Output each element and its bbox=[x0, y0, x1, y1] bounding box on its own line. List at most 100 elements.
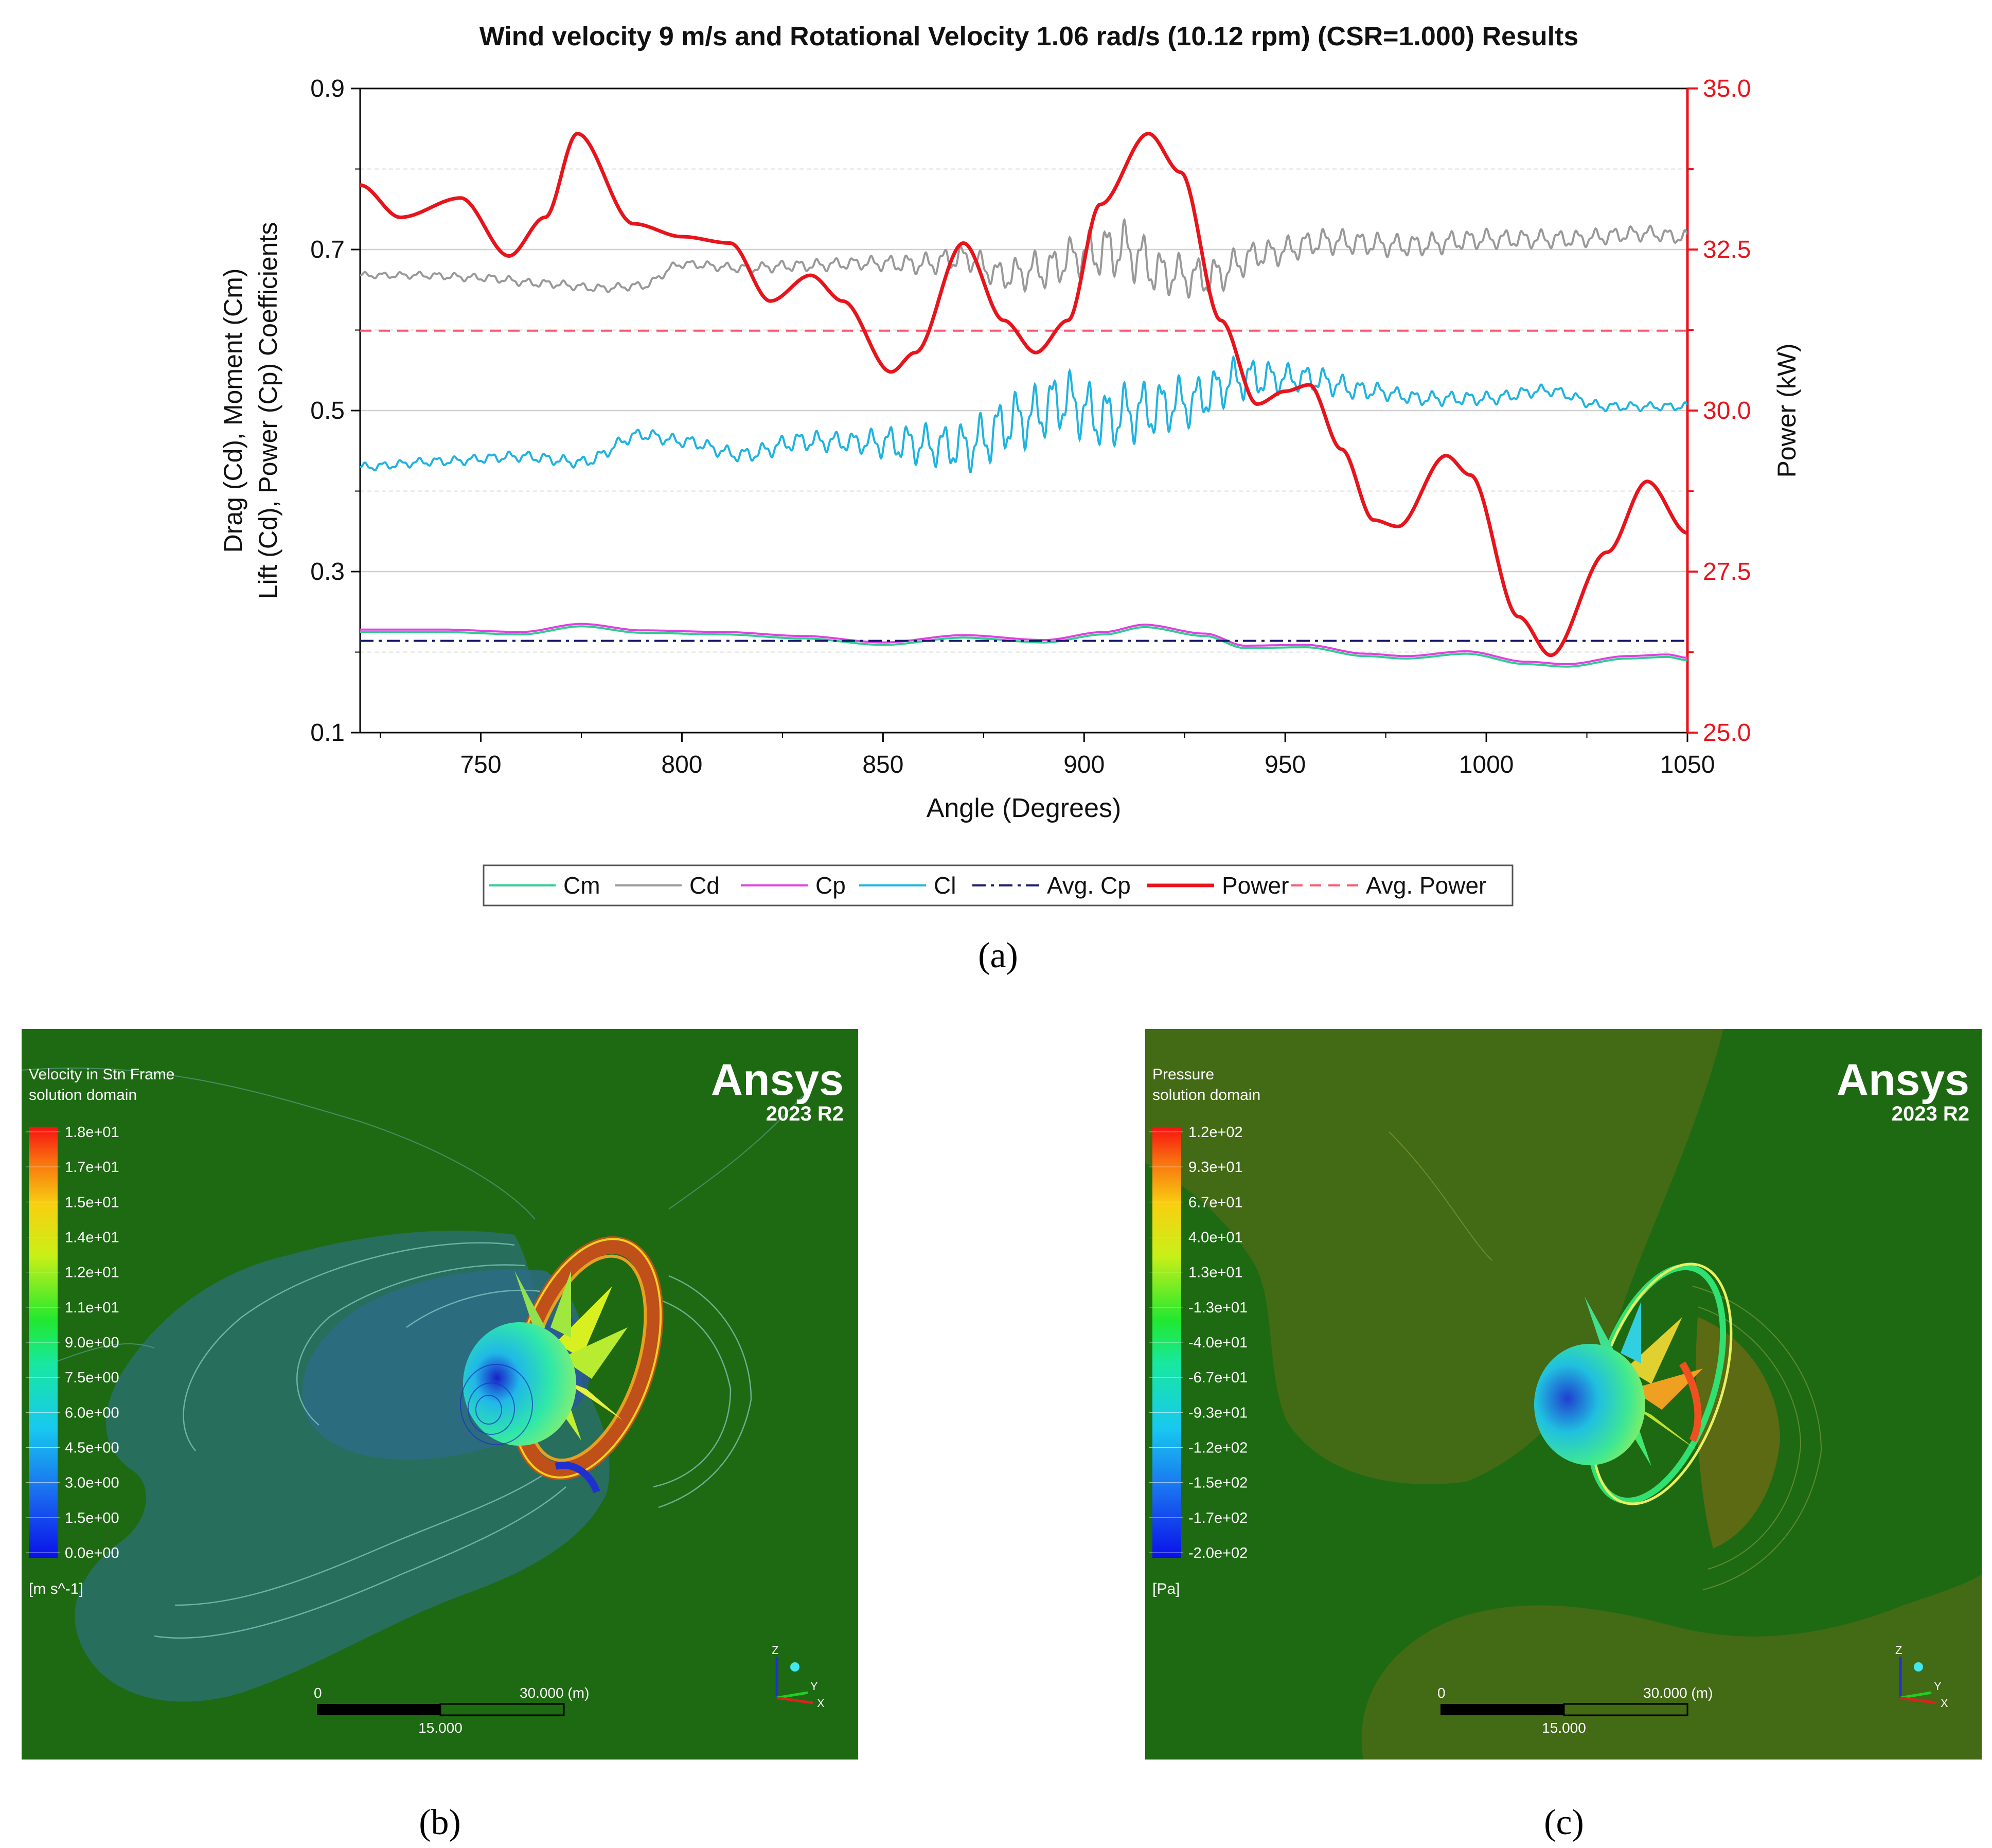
x-tick-label: 900 bbox=[1063, 751, 1105, 778]
colorbar-label: 1.4e+01 bbox=[65, 1230, 119, 1246]
colorbar-label: 1.8e+01 bbox=[65, 1124, 119, 1141]
panel-b-label: (b) bbox=[419, 1803, 461, 1842]
legend-label: Avg. Cp bbox=[1047, 872, 1131, 899]
pressure-axis-triad: Z Y X bbox=[1895, 1644, 1948, 1710]
colorbar-label: 6.7e+01 bbox=[1188, 1194, 1243, 1211]
y-tick-label: 0.3 bbox=[310, 558, 345, 585]
velocity-scale-mid: 15.000 bbox=[418, 1720, 463, 1736]
series-cd bbox=[360, 218, 1687, 299]
x-tick-label: 1000 bbox=[1459, 751, 1514, 778]
legend-label: Cd bbox=[689, 872, 720, 899]
colorbar-label: 0.0e+00 bbox=[65, 1545, 119, 1561]
pressure-scale-mid: 15.000 bbox=[1542, 1720, 1586, 1736]
svg-text:Y: Y bbox=[810, 1680, 818, 1693]
pressure-scale-bar bbox=[1440, 1704, 1564, 1715]
x-tick-label: 950 bbox=[1265, 751, 1306, 778]
series-group bbox=[360, 132, 1687, 668]
svg-text:Y: Y bbox=[1934, 1680, 1942, 1693]
colorbar-label: 7.5e+00 bbox=[65, 1370, 119, 1386]
velocity-hub bbox=[463, 1322, 576, 1446]
colorbar-label: -9.3e+01 bbox=[1188, 1405, 1248, 1421]
colorbar-label: -6.7e+01 bbox=[1188, 1370, 1248, 1386]
pressure-brand: Ansys bbox=[1837, 1055, 1969, 1105]
legend-box bbox=[483, 864, 1514, 907]
pressure-unit: [Pa] bbox=[1152, 1580, 1180, 1597]
velocity-axis-triad: Z Y X bbox=[772, 1644, 825, 1710]
y2-tick-label: 32.5 bbox=[1703, 236, 1751, 263]
colorbar-label: 4.0e+01 bbox=[1188, 1230, 1243, 1246]
colorbar-label: 1.2e+02 bbox=[1188, 1124, 1243, 1141]
gridlines bbox=[360, 168, 1687, 653]
svg-text:X: X bbox=[1941, 1697, 1948, 1710]
pressure-blades bbox=[1585, 1296, 1703, 1466]
pressure-contour-plot: Ansys 2023 R2 Pressure solution domain 1… bbox=[1145, 1029, 1982, 1760]
legend-label: Cl bbox=[934, 872, 956, 899]
y2-tick-label: 30.0 bbox=[1703, 397, 1751, 424]
colorbar-label: 9.3e+01 bbox=[1188, 1159, 1243, 1176]
legend-label: Cm bbox=[563, 872, 600, 899]
velocity-scale-start: 0 bbox=[314, 1685, 322, 1701]
velocity-unit: [m s^-1] bbox=[29, 1580, 83, 1597]
velocity-contour-plot: Ansys 2023 R2 Velocity in Stn Frame solu… bbox=[21, 1029, 858, 1760]
y-axis-label-line2: Lift (Cd), Power (Cp) Coefficients bbox=[254, 222, 282, 599]
velocity-scale-bar bbox=[317, 1704, 440, 1715]
x-axis-label: Angle (Degrees) bbox=[927, 793, 1122, 823]
colorbar-label: 1.1e+01 bbox=[65, 1300, 119, 1316]
svg-text:Z: Z bbox=[772, 1644, 778, 1657]
colorbar-label: 9.0e+00 bbox=[65, 1335, 119, 1351]
colorbar-label: -1.2e+02 bbox=[1188, 1440, 1248, 1456]
pressure-header: Pressure bbox=[1152, 1066, 1214, 1083]
panel-c-label: (c) bbox=[1544, 1803, 1584, 1842]
colorbar-label: 1.5e+00 bbox=[65, 1510, 119, 1526]
velocity-legend-values: 1.8e+01 1.7e+01 1.5e+01 1.4e+01 1.2e+01 1.1e+… bbox=[26, 1124, 119, 1561]
svg-text:Z: Z bbox=[1895, 1644, 1902, 1657]
pressure-version: 2023 R2 bbox=[1892, 1103, 1969, 1125]
velocity-blades bbox=[514, 1271, 628, 1441]
y2-tick-label: 27.5 bbox=[1703, 558, 1751, 585]
series-cm bbox=[360, 625, 1687, 668]
legend-label: Avg. Power bbox=[1366, 872, 1486, 899]
pressure-scale-end: 30.000 (m) bbox=[1643, 1685, 1713, 1701]
y2-tick-label: 35.0 bbox=[1703, 75, 1751, 102]
y-tick-label: 0.9 bbox=[310, 75, 345, 102]
x-tick-label: 1050 bbox=[1660, 751, 1715, 778]
y2-tick-label: 25.0 bbox=[1703, 719, 1751, 747]
colorbar-label: 4.5e+00 bbox=[65, 1440, 119, 1456]
axis-ticks: 750 800 850 900 950 1000 1050 0.1 0.3 0.5 0.7 0.9 25… bbox=[310, 75, 1751, 778]
colorbar-label: -1.5e+02 bbox=[1188, 1475, 1248, 1491]
series-cl bbox=[360, 355, 1687, 473]
svg-text:X: X bbox=[817, 1697, 825, 1710]
y-axis-label-line1: Drag (Cd), Moment (Cm) bbox=[219, 269, 247, 553]
x-tick-label: 750 bbox=[460, 751, 501, 778]
velocity-scale-end: 30.000 (m) bbox=[520, 1685, 589, 1701]
colorbar-label: -4.0e+01 bbox=[1188, 1335, 1248, 1351]
y-tick-label: 0.7 bbox=[310, 236, 345, 263]
velocity-version: 2023 R2 bbox=[766, 1103, 844, 1125]
velocity-header: Velocity in Stn Frame bbox=[29, 1066, 174, 1083]
x-tick-label: 850 bbox=[862, 751, 903, 778]
colorbar-label: -2.0e+02 bbox=[1188, 1545, 1248, 1561]
colorbar-label: 1.2e+01 bbox=[65, 1265, 119, 1281]
legend-label: Cp bbox=[815, 872, 846, 899]
y-tick-label: 0.5 bbox=[310, 397, 345, 424]
y2-axis-label: Power (kW) bbox=[1772, 343, 1801, 477]
velocity-brand: Ansys bbox=[711, 1055, 844, 1105]
chart-title: Wind velocity 9 m/s and Rotational Veloc… bbox=[479, 22, 1579, 51]
colorbar-label: 6.0e+00 bbox=[65, 1405, 119, 1421]
pressure-subheader: solution domain bbox=[1152, 1087, 1260, 1104]
colorbar-label: 1.5e+01 bbox=[65, 1194, 119, 1211]
pressure-legend-values: 1.2e+02 9.3e+01 6.7e+01 4.0e+01 1.3e+01 -1.3e… bbox=[1149, 1124, 1248, 1561]
series-power bbox=[360, 132, 1687, 658]
colorbar-label: 3.0e+00 bbox=[65, 1475, 119, 1491]
pressure-hub bbox=[1534, 1344, 1645, 1465]
colorbar-label: -1.7e+02 bbox=[1188, 1510, 1248, 1526]
x-tick-label: 800 bbox=[661, 751, 702, 778]
colorbar-label: 1.3e+01 bbox=[1188, 1265, 1243, 1281]
colorbar-label: 1.7e+01 bbox=[65, 1159, 119, 1176]
colorbar-label: -1.3e+01 bbox=[1188, 1300, 1248, 1316]
pressure-scale-start: 0 bbox=[1437, 1685, 1446, 1701]
series-cp bbox=[360, 623, 1687, 665]
y-tick-label: 0.1 bbox=[310, 719, 345, 747]
velocity-subheader: solution domain bbox=[29, 1087, 137, 1104]
legend-label: Power bbox=[1222, 872, 1289, 899]
